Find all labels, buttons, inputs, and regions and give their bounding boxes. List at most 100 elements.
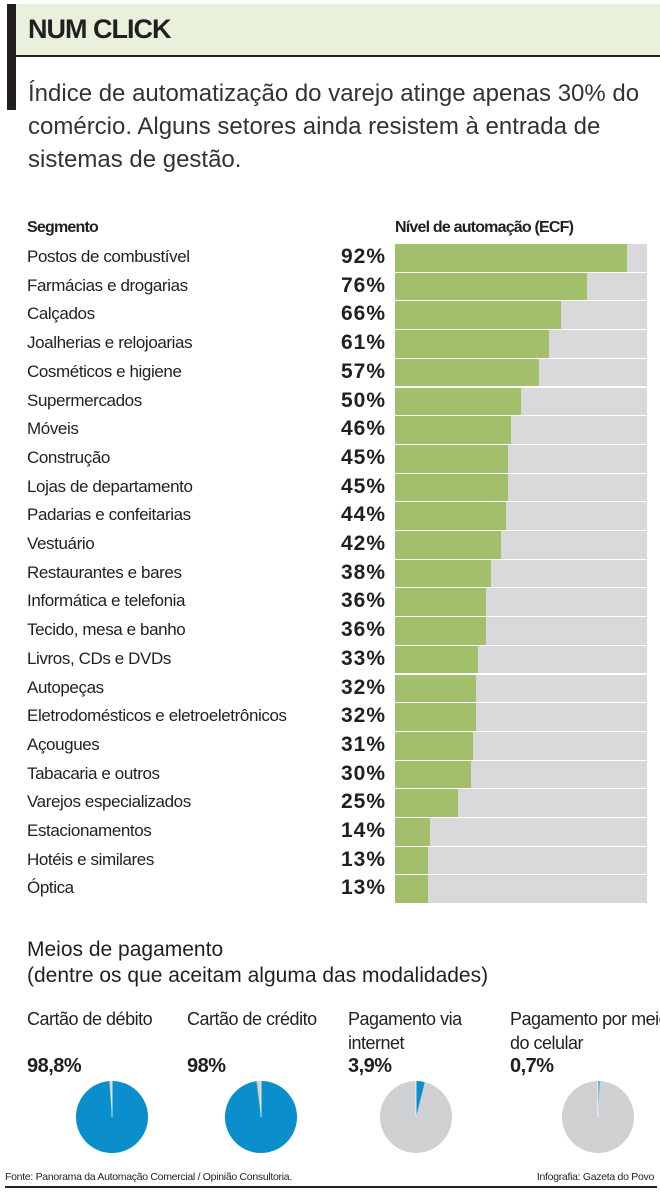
value-label: 32% <box>340 675 386 699</box>
page-title: NUM CLICK <box>28 14 171 44</box>
bar-track <box>395 789 647 818</box>
bar-row: Açougues 31% <box>0 731 660 761</box>
bar-row: Calçados 66% <box>0 301 660 331</box>
value-label: 76% <box>340 273 386 297</box>
bar <box>395 875 428 904</box>
bar-row: Postos de combustível 92% <box>0 244 660 273</box>
bar <box>395 588 486 617</box>
bar-track <box>395 731 647 761</box>
bar-track <box>395 444 647 474</box>
bar <box>395 531 501 559</box>
bar-row: Construção 45% <box>0 444 660 474</box>
segment-label: Restaurantes e bares <box>27 562 182 582</box>
bar-row: Tabacaria e outros 30% <box>0 760 660 790</box>
bar-row: Farmácias e drogarias 76% <box>0 272 660 302</box>
value-label: 45% <box>340 445 386 469</box>
bar-track <box>395 473 647 503</box>
pie-value: 0,7% <box>510 1055 554 1077</box>
header-band <box>7 4 660 57</box>
segment-label: Lojas de departamento <box>27 476 193 496</box>
segment-label: Vestuário <box>27 534 95 553</box>
payment-title: Meios de pagamento <box>27 938 224 961</box>
page-subtitle: Índice de automatização do varejo atinge… <box>28 80 640 173</box>
segment-label: Farmácias e drogarias <box>27 275 188 295</box>
segment-label: Varejos especializados <box>27 792 191 812</box>
value-label: 66% <box>340 302 386 326</box>
segment-label: Joalherias e relojoarias <box>27 333 193 353</box>
bar <box>395 674 476 703</box>
bar <box>395 444 509 473</box>
bar <box>395 416 511 444</box>
segment-label: Tabacaria e outros <box>27 763 160 783</box>
bar <box>395 760 471 789</box>
segment-label: Postos de combustível <box>27 247 190 266</box>
segment-label: Óptica <box>27 878 74 898</box>
segment-label: Livros, CDs e DVDs <box>27 648 171 668</box>
bar-track <box>395 703 647 732</box>
bar <box>395 301 562 330</box>
bar-track <box>395 272 647 302</box>
bar <box>395 789 458 817</box>
bar-track <box>395 330 647 359</box>
segment-label: Supermercados <box>27 390 142 410</box>
segment-label: Calçados <box>27 304 95 324</box>
header-accent-bar <box>7 4 16 110</box>
bar-track <box>395 846 647 876</box>
bar <box>395 617 486 645</box>
bar-row: Lojas de departamento 45% <box>0 473 660 503</box>
segment-label: Cosméticos e higiene <box>27 361 182 381</box>
bar-row: Padarias e confeitarias 44% <box>0 502 660 531</box>
value-label: 30% <box>340 761 386 785</box>
value-label: 42% <box>340 532 386 555</box>
value-label: 45% <box>340 474 386 498</box>
bar <box>395 272 587 301</box>
bar-row: Tecido, mesa e banho 36% <box>0 617 660 646</box>
bar-row: Eletrodomésticos e eletroeletrônicos 32% <box>0 703 660 732</box>
bar-track <box>395 875 647 905</box>
bar <box>395 473 509 502</box>
value-label: 13% <box>340 847 386 871</box>
value-label: 50% <box>340 388 386 412</box>
bar-track <box>395 301 647 331</box>
bar-row: Restaurantes e bares 38% <box>0 559 660 589</box>
segment-label: Tecido, mesa e banho <box>27 620 186 640</box>
value-label: 44% <box>340 503 386 527</box>
bar-row: Varejos especializados 25% <box>0 789 660 818</box>
pie-value: 98,8% <box>27 1055 82 1077</box>
segment-label: Construção <box>27 447 110 467</box>
value-label: 57% <box>340 359 386 383</box>
segment-label: Informática e telefonia <box>27 591 186 611</box>
source-note: Fonte: Panorama da Automação Comercial /… <box>5 1171 292 1183</box>
pie-value: 98% <box>187 1055 226 1077</box>
bar-row: Supermercados 50% <box>0 387 660 417</box>
value-label: 31% <box>340 732 386 756</box>
value-label: 33% <box>340 646 386 670</box>
pie-slice <box>416 1081 425 1117</box>
bar <box>395 387 521 416</box>
bar-row: Móveis 46% <box>0 416 660 445</box>
bar-row: Livros, CDs e DVDs 33% <box>0 645 660 675</box>
bar-track <box>395 416 647 445</box>
segment-label: Eletrodomésticos e eletroeletrônicos <box>27 706 287 726</box>
value-label: 36% <box>340 618 386 642</box>
bottom-rule <box>5 1186 657 1188</box>
pie-chart: Cartão de crédito 98% <box>187 1007 347 1153</box>
segment-label: Açougues <box>27 734 100 754</box>
segment-label: Estacionamentos <box>27 821 152 840</box>
bar-track <box>395 358 647 388</box>
bar-track <box>395 244 647 273</box>
bar-track <box>395 588 647 618</box>
segment-label: Hotéis e similares <box>27 849 154 869</box>
bar-track <box>395 760 647 790</box>
value-label: 61% <box>340 331 386 355</box>
value-label: 14% <box>340 819 386 842</box>
bar-row: Óptica 13% <box>0 875 660 905</box>
value-label: 25% <box>340 790 386 814</box>
value-label: 36% <box>340 589 386 613</box>
value-label: 46% <box>340 417 386 441</box>
bar <box>395 559 491 588</box>
bar-track <box>395 674 647 704</box>
value-label: 92% <box>340 245 386 268</box>
payment-section-title: Meios de pagamento (dentre os que aceita… <box>27 937 488 989</box>
pie-value: 3,9% <box>348 1055 392 1077</box>
